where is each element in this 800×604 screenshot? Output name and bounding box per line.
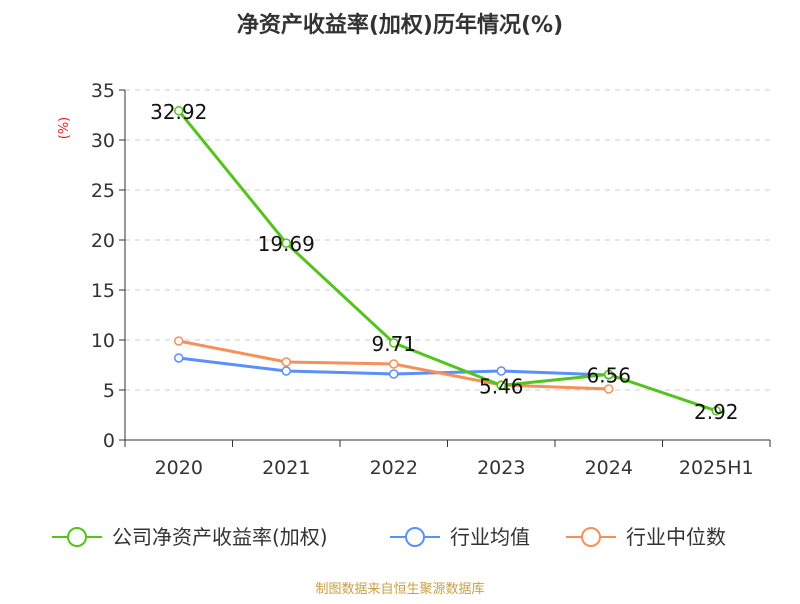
data-label: 5.46 (479, 374, 524, 398)
data-point (496, 366, 506, 376)
x-tick-label: 2022 (370, 457, 418, 479)
y-tick-label: 25 (91, 180, 115, 202)
x-tick-label: 2020 (155, 457, 203, 479)
data-point (604, 369, 614, 380)
y-tick-label: 30 (91, 130, 115, 152)
x-tick-label: 2021 (262, 457, 310, 479)
legend-label: 行业均值 (450, 525, 530, 549)
data-point (174, 336, 184, 346)
y-tick-label: 10 (91, 330, 115, 352)
data-point (711, 406, 721, 416)
data-point (389, 359, 399, 369)
x-tick-label: 2025H1 (679, 457, 754, 479)
y-tick-label: 20 (91, 230, 115, 252)
data-point (281, 366, 291, 376)
x-tick-label: 2024 (585, 457, 633, 479)
y-axis-label: (%) (57, 117, 72, 140)
legend-label: 行业中位数 (626, 525, 726, 549)
series-lines (174, 106, 721, 416)
data-point (281, 357, 291, 367)
grid-lines (125, 89, 770, 391)
data-point (496, 380, 506, 391)
data-label: 6.56 (586, 363, 631, 387)
data-point (604, 384, 614, 394)
data-label: 2.92 (694, 400, 739, 424)
x-tick-label: 2023 (477, 457, 525, 479)
data-point (174, 353, 184, 363)
legend-label: 公司净资产收益率(加权) (112, 525, 328, 549)
data-labels: 32.92 19.69 9.71 5.46 6.56 2.92 (150, 100, 738, 424)
legend: 公司净资产收益率(加权) 行业均值 行业中位数 (52, 525, 726, 549)
data-label: 19.69 (258, 232, 315, 256)
legend-marker (405, 527, 425, 547)
legend-marker (581, 527, 601, 547)
data-point (174, 106, 184, 116)
data-point (281, 238, 291, 248)
y-tick-label: 5 (103, 380, 115, 402)
legend-marker (67, 527, 87, 547)
chart-title: 净资产收益率(加权)历年情况(%) (237, 12, 563, 38)
y-tick-label: 15 (91, 280, 115, 302)
axes: 0 5 10 15 20 25 30 35 2020 2021 2022 2023 2024 2025H1 (91, 80, 771, 479)
y-tick-label: 35 (91, 80, 115, 102)
y-tick-label: 0 (103, 430, 115, 452)
data-label: 32.92 (150, 100, 207, 124)
series-line (177, 109, 717, 413)
data-label: 9.71 (371, 332, 416, 356)
source-note: 制图数据来自恒生聚源数据库 (315, 581, 484, 597)
data-point (389, 338, 399, 348)
data-point (389, 369, 399, 379)
